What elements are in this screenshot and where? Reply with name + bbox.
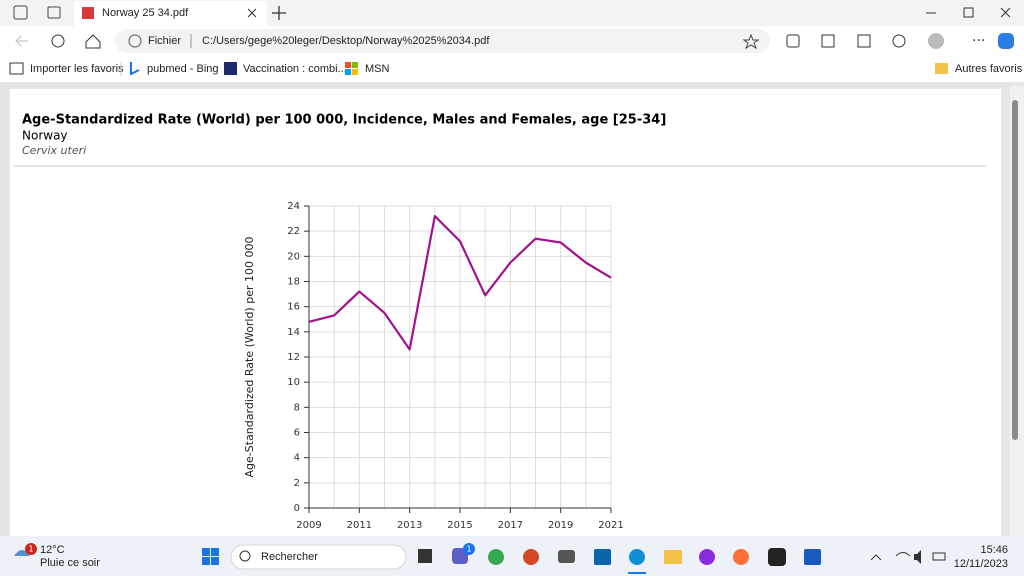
data-line	[308, 214, 612, 351]
app-icon[interactable]	[768, 548, 786, 566]
taskbar	[0, 536, 1024, 576]
close-window[interactable]	[1000, 7, 1011, 18]
home-button[interactable]	[85, 34, 101, 49]
bookmark[interactable]: Importer les favoris	[30, 63, 124, 75]
wifi-icon[interactable]	[895, 552, 911, 557]
bookmark-icon	[224, 62, 237, 75]
close-tab[interactable]	[247, 8, 257, 18]
y-tick-label: 20	[287, 251, 300, 262]
y-tick-label: 24	[287, 201, 300, 212]
chart-annotation: Cervix uteri	[22, 144, 86, 157]
favorites-button[interactable]	[821, 34, 835, 48]
x-tick-label: 2021	[598, 520, 623, 531]
volume-icon[interactable]	[914, 550, 921, 564]
word-icon[interactable]	[804, 549, 821, 565]
x-tick-label: 2015	[447, 520, 472, 531]
y-tick-label: 14	[287, 327, 300, 338]
tray-chevron[interactable]	[870, 554, 882, 561]
chrome-icon[interactable]	[488, 549, 504, 565]
y-tick-label: 6	[294, 428, 300, 439]
y-tick-label: 2	[294, 478, 300, 489]
x-tick-label: 2009	[296, 520, 321, 531]
clock-date: 12/11/2023	[954, 558, 1008, 570]
info-icon[interactable]	[128, 34, 142, 48]
y-tick-label: 18	[287, 277, 300, 288]
refresh-button[interactable]	[51, 34, 65, 48]
edge-icon[interactable]	[629, 549, 645, 565]
y-tick-label: 12	[287, 352, 300, 363]
tab-actions-button[interactable]	[47, 6, 61, 19]
pdf-icon	[82, 7, 94, 19]
search-box[interactable]	[230, 544, 407, 570]
x-tick-label: 2019	[548, 520, 573, 531]
badge	[463, 543, 475, 555]
msn-icon	[345, 69, 351, 75]
maximize[interactable]	[963, 7, 974, 18]
scrollbar-thumb[interactable]	[1012, 100, 1018, 440]
folder-icon	[935, 63, 948, 74]
y-tick-label: 8	[294, 402, 300, 413]
tab-title: Norway 25 34.pdf	[102, 7, 189, 19]
other-bookmarks[interactable]: Autres favoris	[955, 63, 1023, 75]
bookmarks-bar	[0, 56, 1024, 82]
bookmark-icon	[130, 62, 140, 76]
badge	[25, 543, 37, 555]
badge-count: 1	[28, 545, 33, 554]
collections-button[interactable]	[857, 34, 871, 48]
bookmark[interactable]: Vaccination : combi...	[243, 63, 347, 75]
start-button[interactable]	[202, 548, 219, 565]
explorer-icon[interactable]	[664, 550, 682, 564]
chart-title: Age-Standardized Rate (World) per 100 00…	[22, 113, 666, 128]
url: C:/Users/gege%20leger/Desktop/Norway%202…	[202, 35, 490, 47]
badge-count: 1	[466, 545, 471, 554]
y-tick-label: 0	[294, 503, 300, 514]
favorite-star[interactable]	[742, 33, 760, 50]
copilot-button[interactable]	[998, 33, 1014, 49]
camera-icon[interactable]	[558, 550, 575, 563]
msn-icon	[345, 62, 351, 68]
battery-icon[interactable]	[932, 552, 946, 561]
workspaces-button[interactable]	[13, 5, 28, 20]
bookmark-icon	[9, 62, 24, 75]
new-tab[interactable]	[272, 6, 286, 20]
y-tick-label: 4	[294, 453, 300, 464]
outlook-icon[interactable]	[594, 549, 611, 565]
y-tick-label: 10	[287, 377, 300, 388]
app-icon[interactable]	[699, 549, 715, 565]
x-tick-label: 2017	[498, 520, 523, 531]
y-axis-label: Age-Standardized Rate (World) per 100 00…	[243, 237, 256, 478]
x-tick-label: 2013	[397, 520, 422, 531]
chart-subtitle: Norway	[22, 129, 68, 143]
clock-time: 15:46	[980, 544, 1008, 556]
y-tick-label: 16	[287, 302, 300, 313]
x-tick-label: 2011	[347, 520, 372, 531]
msn-icon	[352, 62, 358, 68]
active-indicator	[628, 572, 646, 574]
profile-button[interactable]	[928, 33, 944, 49]
pdf-page	[10, 89, 1001, 536]
bookmark[interactable]: MSN	[365, 63, 390, 75]
active-tab[interactable]	[74, 1, 267, 26]
bookmark[interactable]: pubmed - Bing	[147, 63, 219, 75]
search-icon	[239, 550, 251, 562]
search-placeholder: Rechercher	[261, 551, 318, 563]
address-bar[interactable]	[115, 29, 770, 53]
powerpoint-icon[interactable]	[523, 549, 539, 565]
address-prefix: Fichier	[148, 35, 181, 47]
y-tick-label: 22	[287, 226, 300, 237]
msn-icon	[352, 69, 358, 75]
weather-temp: 12°C	[40, 544, 65, 556]
weather-note: Pluie ce soir	[40, 557, 100, 569]
task-view[interactable]	[418, 549, 432, 563]
menu-button[interactable]: ···	[972, 33, 985, 49]
firefox-icon[interactable]	[733, 549, 749, 565]
back-button[interactable]	[15, 35, 28, 47]
extension-button[interactable]	[892, 34, 906, 48]
split-screen[interactable]	[786, 34, 800, 48]
